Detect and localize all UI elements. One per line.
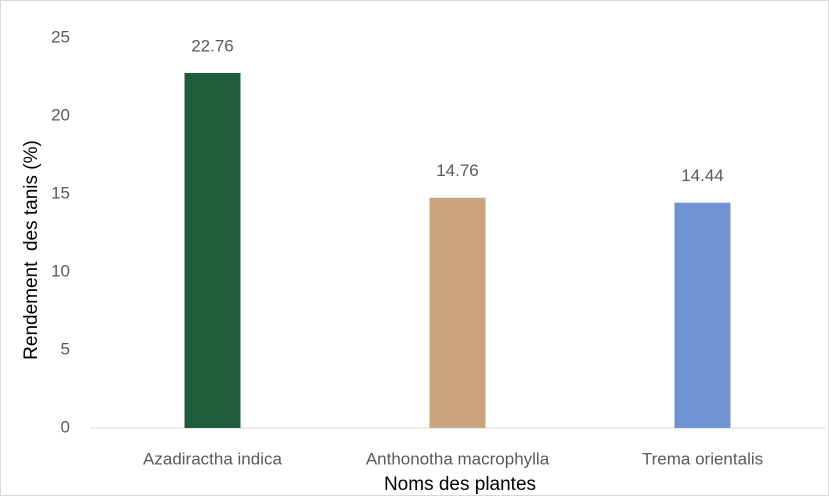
x-tick-label: Anthonotha macrophylla — [366, 449, 550, 468]
y-axis-title: Rendement des tanis (%) — [21, 140, 42, 360]
y-tick-label: 15 — [51, 183, 70, 202]
x-axis-title: Noms des plantes — [384, 474, 536, 495]
y-tick-label: 20 — [51, 105, 70, 124]
y-tick-label: 0 — [61, 417, 70, 436]
bar — [429, 197, 486, 428]
bar — [184, 72, 241, 428]
y-tick-label: 25 — [51, 27, 70, 46]
y-tick-label: 10 — [51, 261, 70, 280]
y-tick-label: 5 — [61, 339, 70, 358]
value-label: 14.76 — [436, 161, 479, 180]
value-label: 22.76 — [191, 36, 234, 55]
bar — [674, 202, 731, 428]
value-label: 14.44 — [681, 166, 724, 185]
x-tick-label: Azadiractha indica — [143, 449, 282, 468]
x-tick-label: Trema orientalis — [642, 449, 763, 468]
